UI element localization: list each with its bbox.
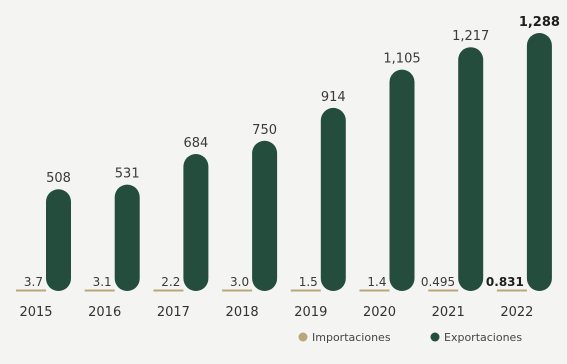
import-bar-2019 bbox=[290, 289, 321, 292]
import-bar-2020 bbox=[359, 289, 390, 292]
legend-label-importaciones: Importaciones bbox=[312, 331, 391, 344]
bars-layer bbox=[46, 33, 552, 292]
x-tick-label-2022: 2022 bbox=[500, 305, 533, 320]
import-bar-2018 bbox=[222, 289, 253, 292]
export-value-label-2016: 531 bbox=[115, 167, 140, 182]
legend-swatch-exportaciones bbox=[430, 332, 440, 342]
baseline-layer bbox=[16, 289, 527, 292]
export-bar-2019 bbox=[320, 107, 346, 292]
export-value-label-2020: 1,105 bbox=[383, 52, 420, 67]
x-tick-label-2021: 2021 bbox=[432, 305, 465, 320]
import-bar-2015 bbox=[16, 289, 46, 292]
export-bar-2022 bbox=[526, 33, 552, 291]
x-tick-label-2018: 2018 bbox=[226, 305, 259, 320]
export-value-label-2018: 750 bbox=[252, 123, 277, 138]
export-bar-2015 bbox=[46, 189, 71, 291]
legend-swatch-importaciones bbox=[298, 332, 308, 342]
import-value-label-2017: 2.2 bbox=[161, 275, 180, 289]
export-value-label-2017: 684 bbox=[183, 136, 208, 151]
import-value-label-2019: 1.5 bbox=[299, 275, 318, 289]
import-value-label-2021: 0.495 bbox=[421, 275, 455, 289]
import-value-label-2016: 3.1 bbox=[93, 275, 112, 289]
export-value-label-2022: 1,288 bbox=[519, 15, 560, 30]
x-tick-label-2015: 2015 bbox=[19, 305, 52, 320]
import-bar-2021 bbox=[428, 289, 459, 292]
import-value-label-2015: 3.7 bbox=[24, 275, 43, 289]
import-bar-2022 bbox=[496, 289, 527, 292]
export-value-label-2021: 1,217 bbox=[452, 29, 489, 44]
labels-layer: 508 3.7 2015 531 3.1 2016 684 2.2 2017 750 3.0 2018… bbox=[19, 15, 560, 320]
x-tick-label-2019: 2019 bbox=[294, 305, 327, 320]
import-bar-2017 bbox=[153, 289, 184, 292]
export-bar-2017 bbox=[183, 153, 209, 291]
x-tick-label-2017: 2017 bbox=[157, 305, 190, 320]
import-value-label-2018: 3.0 bbox=[230, 275, 249, 289]
legend: Importaciones Exportaciones bbox=[298, 331, 522, 344]
export-bar-2018 bbox=[252, 140, 278, 291]
x-tick-label-2020: 2020 bbox=[363, 305, 396, 320]
import-value-label-2020: 1.4 bbox=[367, 275, 386, 289]
export-bar-2021 bbox=[458, 47, 484, 292]
legend-label-exportaciones: Exportaciones bbox=[444, 331, 522, 344]
export-bar-2016 bbox=[114, 184, 140, 291]
import-value-label-2022: 0.831 bbox=[486, 275, 524, 289]
import-bar-2016 bbox=[84, 289, 115, 292]
export-bar-2020 bbox=[389, 69, 415, 291]
x-tick-label-2016: 2016 bbox=[88, 305, 121, 320]
export-value-label-2019: 914 bbox=[321, 90, 346, 105]
export-value-label-2015: 508 bbox=[46, 171, 71, 186]
